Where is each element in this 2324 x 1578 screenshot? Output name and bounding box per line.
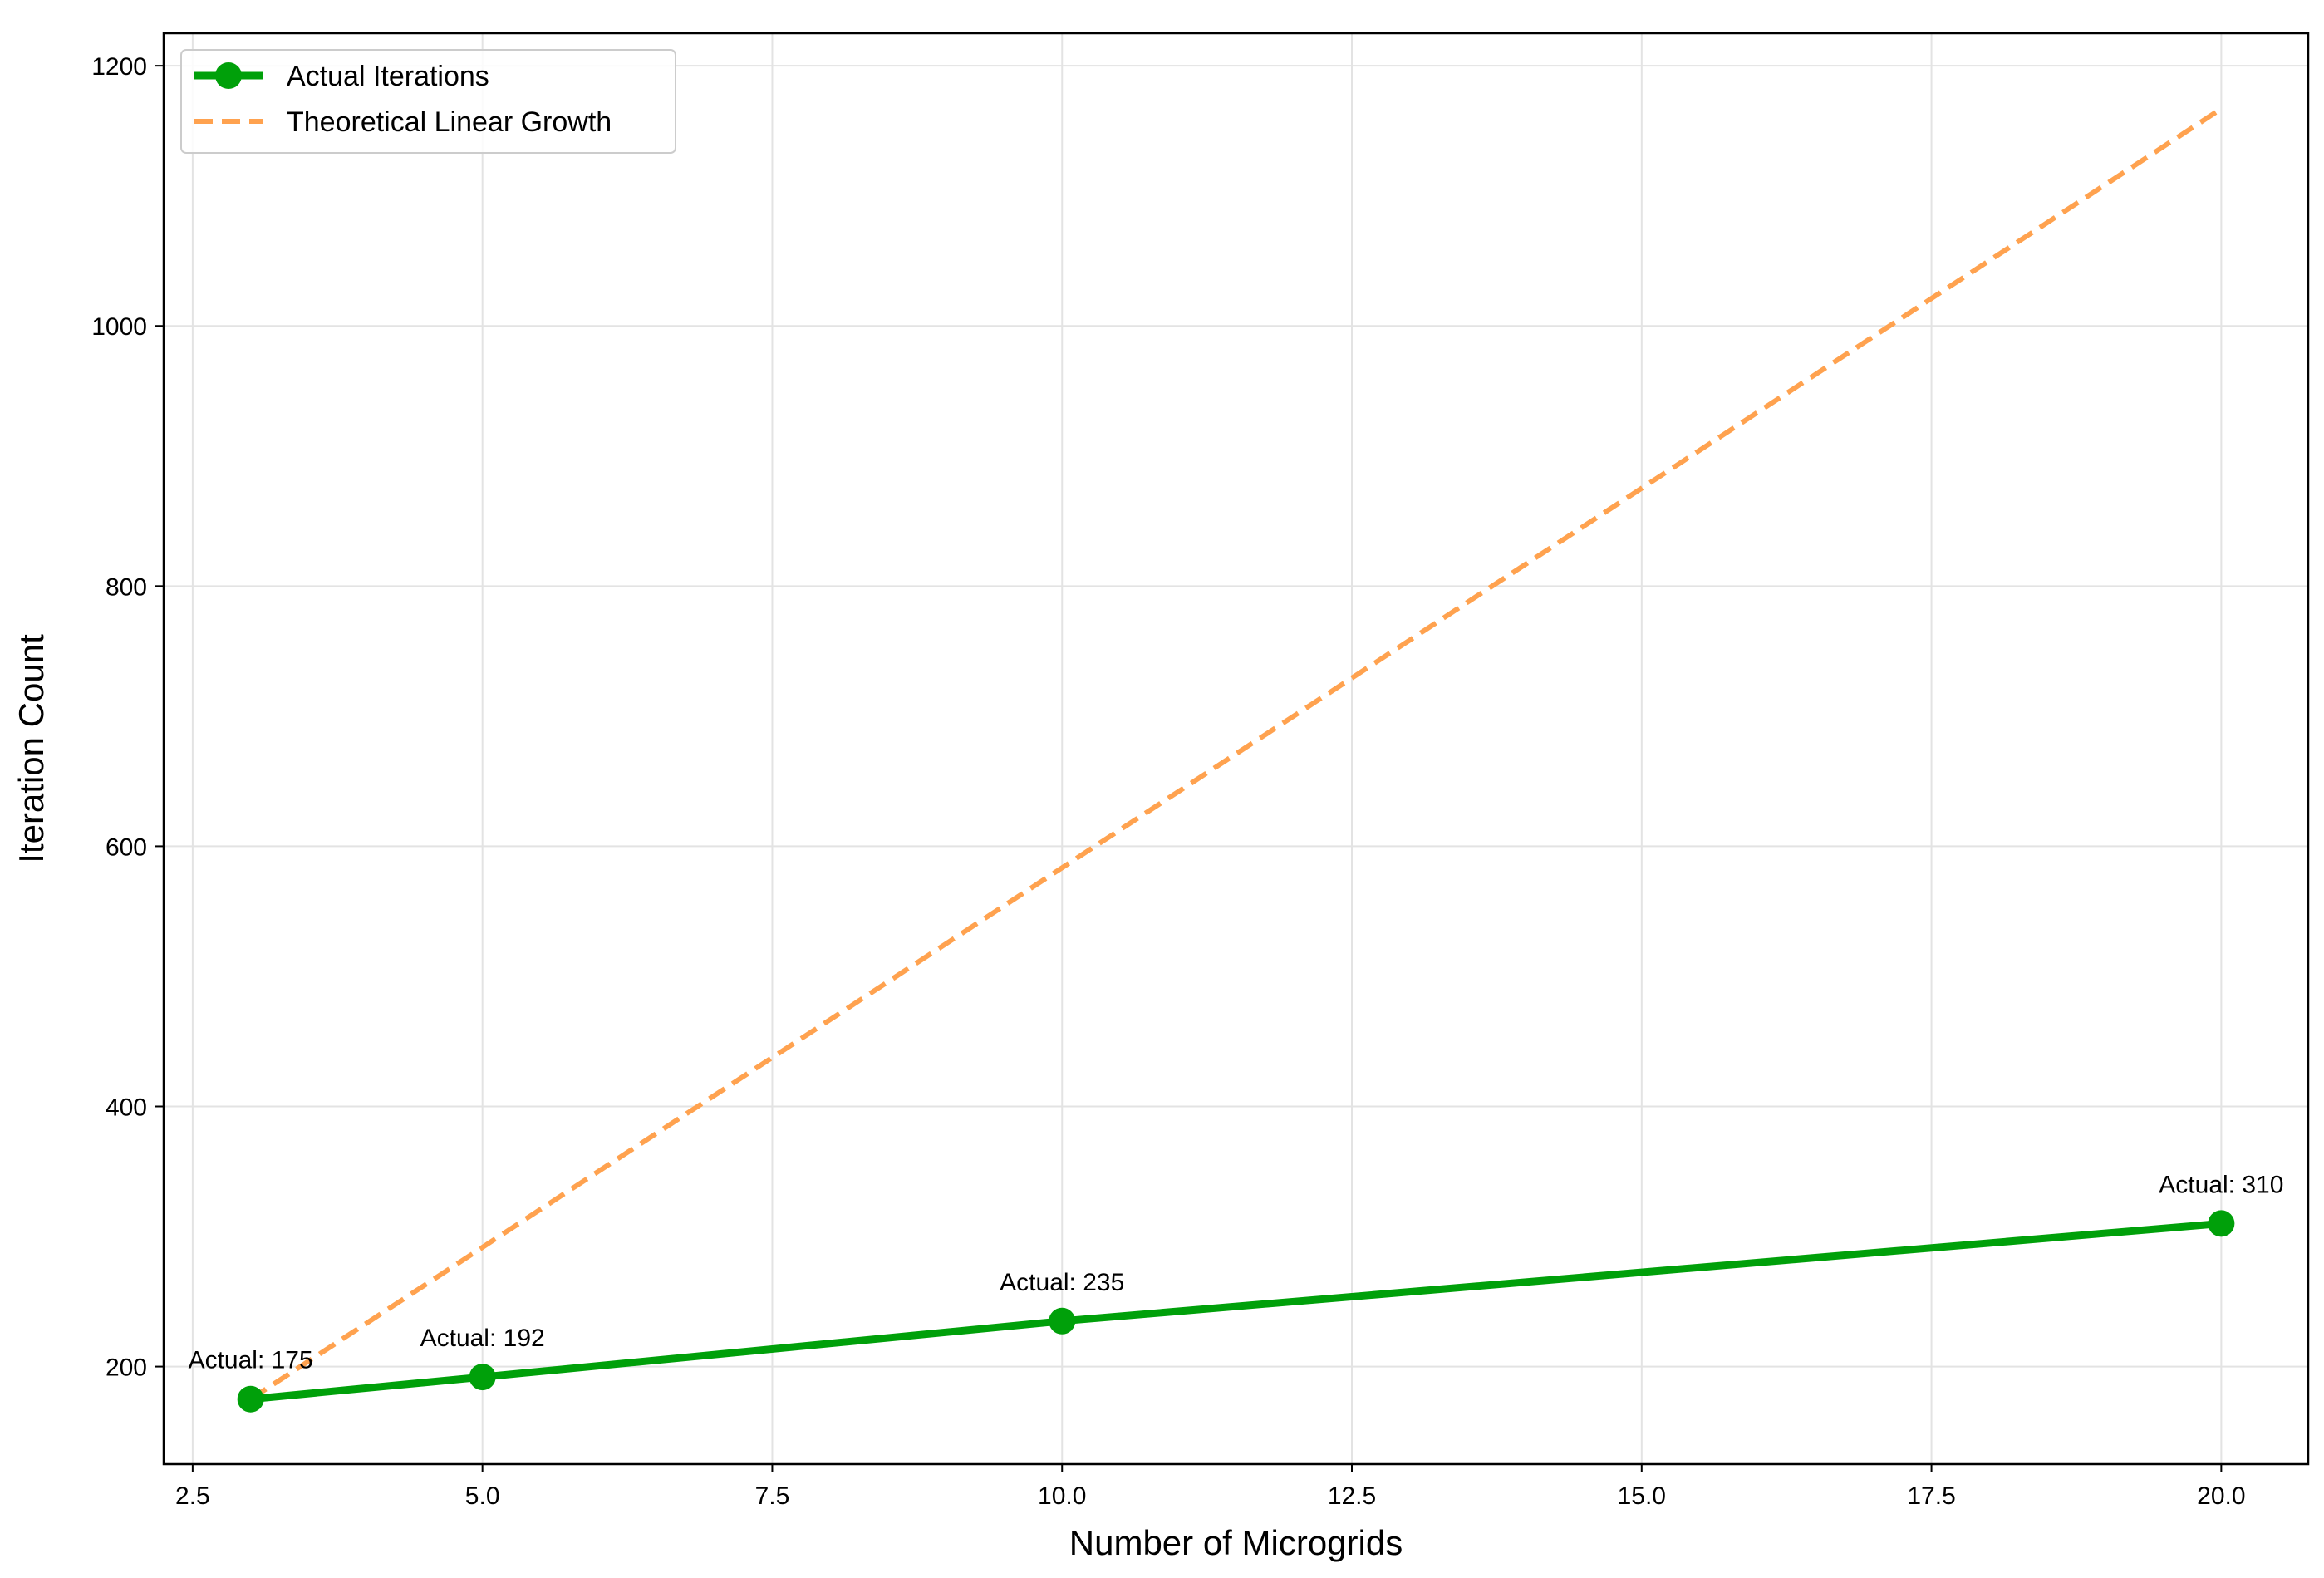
legend-box: [180, 49, 676, 154]
legend-marker-actual: [215, 62, 242, 89]
plot-area-frame: [162, 32, 2310, 1466]
x-tick-label: 5.0: [465, 1482, 500, 1510]
x-tick-label: 10.0: [1038, 1482, 1086, 1510]
x-tick-label: 17.5: [1907, 1482, 1955, 1510]
grid-lines: [164, 33, 2308, 1464]
y-tick-label: 400: [106, 1094, 147, 1122]
data-labels: Actual: 175 Actual: 192 Actual: 235 Actual:…: [189, 1171, 2284, 1374]
data-point-actual: [469, 1364, 496, 1391]
legend-label-actual: Actual Iterations: [287, 61, 489, 92]
x-tick-label: 7.5: [755, 1482, 790, 1510]
y-tick-label: 1000: [91, 313, 147, 341]
axis-ticks: 2.5 5.0 7.5 10.0 12.5 15.0 17.5 20.0 200 400 600 80…: [91, 53, 2245, 1510]
series-line-actual: [250, 1219, 2222, 1403]
x-axis-label: Number of Microgrids: [1069, 1523, 1403, 1562]
series-line-theoretical: [248, 106, 2223, 1402]
data-point-actual: [1049, 1307, 1076, 1335]
data-label: Actual: 192: [420, 1325, 545, 1352]
y-tick-label: 200: [106, 1354, 147, 1382]
data-label: Actual: 175: [189, 1347, 313, 1374]
y-tick-label: 800: [106, 573, 147, 601]
legend-label-theoretical: Theoretical Linear Growth: [287, 106, 612, 138]
data-label: Actual: 310: [2159, 1171, 2283, 1198]
x-tick-label: 20.0: [2197, 1482, 2245, 1510]
data-label: Actual: 235: [1000, 1269, 1124, 1296]
data-point-actual: [237, 1385, 264, 1413]
y-tick-label: 600: [106, 833, 147, 861]
x-tick-label: 2.5: [175, 1482, 210, 1510]
data-point-actual: [2208, 1210, 2235, 1237]
series-layer: [237, 106, 2235, 1413]
x-tick-label: 15.0: [1618, 1482, 1666, 1510]
legend: Actual Iterations Theoretical Linear Gro…: [180, 49, 676, 154]
x-tick-label: 12.5: [1328, 1482, 1376, 1510]
y-axis-label: Iteration Count: [12, 634, 51, 863]
y-tick-label: 1200: [91, 53, 147, 81]
